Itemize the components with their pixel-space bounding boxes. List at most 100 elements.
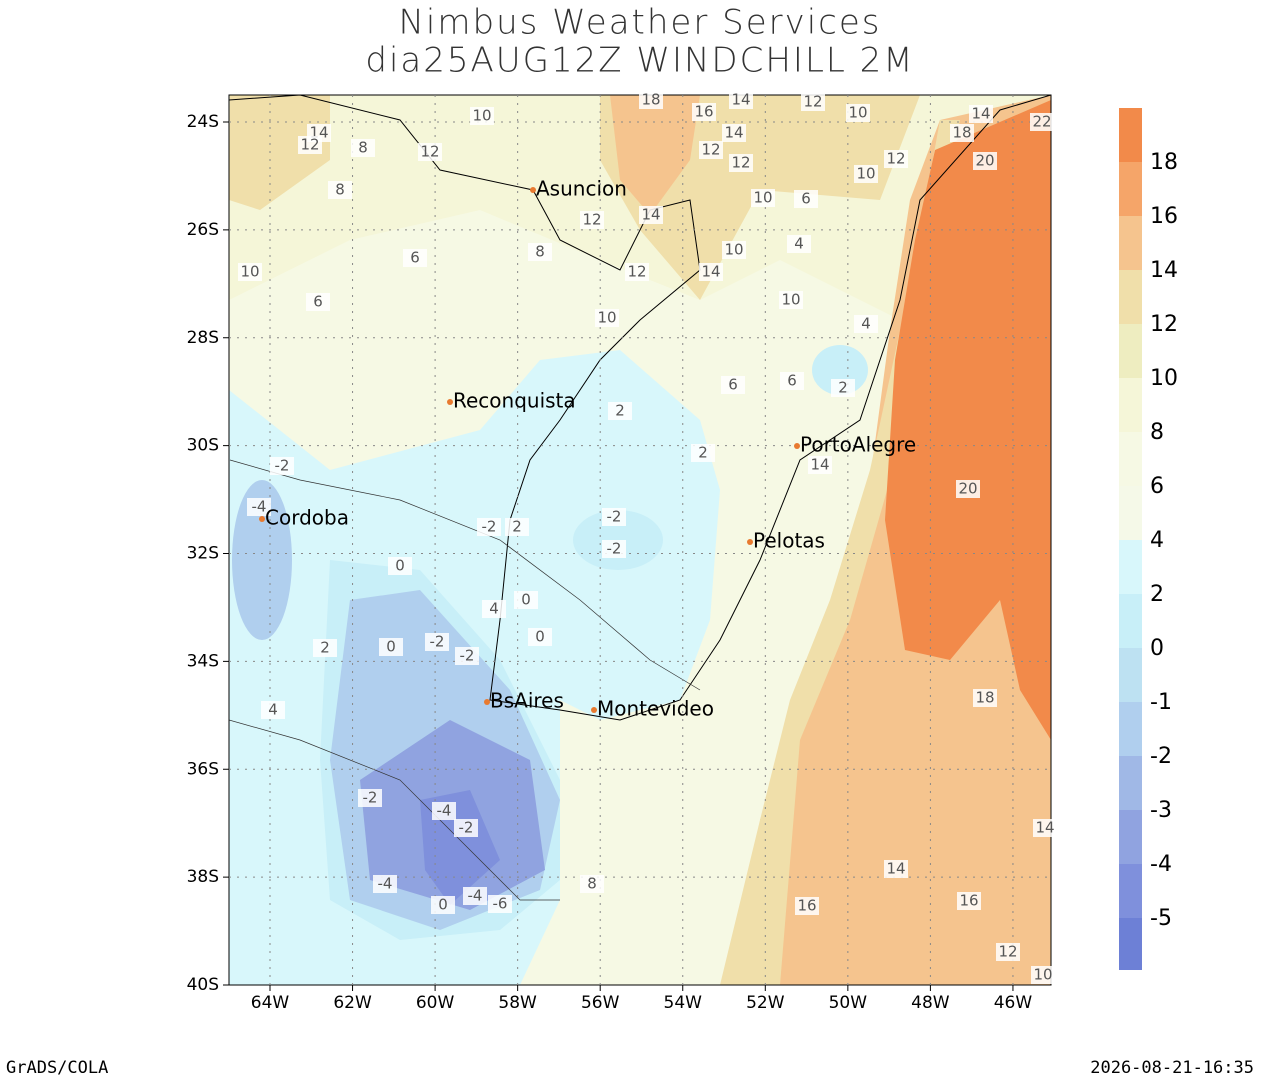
subtitle: dia25AUG12Z WINDCHILL 2M xyxy=(365,41,914,81)
footer-right: 2026-08-21-16:35 xyxy=(1090,1058,1254,1078)
contour-label: 12 xyxy=(886,150,905,168)
colorbar-swatch xyxy=(1119,162,1142,216)
lat-tick-label: 36S xyxy=(187,759,219,779)
contour-label-box xyxy=(514,591,538,609)
colorbar-swatch xyxy=(1119,324,1142,378)
contour-label-box xyxy=(831,379,855,397)
contour-label-box xyxy=(358,789,382,807)
contour-label: 2 xyxy=(512,518,522,536)
colorbar-label: 16 xyxy=(1150,204,1178,229)
contour-label: 14 xyxy=(731,91,750,109)
contour-label: 6 xyxy=(728,376,738,394)
colorbar-swatch xyxy=(1119,864,1142,918)
colorbar-label: 2 xyxy=(1150,582,1164,607)
city-marker xyxy=(747,539,753,545)
contour-label: -2 xyxy=(607,540,622,558)
contour-label: -2 xyxy=(482,518,497,536)
contour-label-box xyxy=(854,315,878,333)
lon-tick-label: 50W xyxy=(829,993,868,1013)
contour-label-box xyxy=(780,372,804,390)
contour-label-box xyxy=(801,93,825,111)
colorbar-label: 12 xyxy=(1150,312,1178,337)
lat-tick-label: 24S xyxy=(187,112,219,132)
contour-label-box xyxy=(787,235,811,253)
city-marker xyxy=(484,699,490,705)
colorbar-label: -5 xyxy=(1150,906,1172,931)
colorbar-swatch xyxy=(1119,108,1142,162)
contour-label-box xyxy=(639,206,663,224)
map-fill xyxy=(229,95,1051,985)
contour-label-box xyxy=(261,701,285,719)
contour-label: 8 xyxy=(358,139,368,157)
contour-label-box xyxy=(418,143,442,161)
footer-left: GrADS/COLA xyxy=(6,1058,108,1078)
contour-label-box xyxy=(846,104,870,122)
colorbar-swatch xyxy=(1119,486,1142,540)
city-marker xyxy=(259,516,265,522)
colorbar-label: -4 xyxy=(1150,852,1172,877)
contour-label: 4 xyxy=(268,701,278,719)
contour-label-box xyxy=(431,896,455,914)
colorbar-label: 8 xyxy=(1150,420,1164,445)
contour-label: 20 xyxy=(975,152,994,170)
city-label: Reconquista xyxy=(453,389,576,413)
contour-label: -2 xyxy=(363,789,378,807)
contour-label: 2 xyxy=(838,379,848,397)
contour-label-box xyxy=(1033,819,1057,837)
contour-label: -4 xyxy=(468,887,483,905)
colorbar-swatch xyxy=(1119,270,1142,324)
colorbar-label: -1 xyxy=(1150,690,1172,715)
contour-label-box xyxy=(884,860,908,878)
contour-label-box xyxy=(729,154,753,172)
contour-label: 10 xyxy=(781,291,800,309)
contour-label-box xyxy=(957,892,981,910)
contour-label: 18 xyxy=(952,124,971,142)
contour-label: 18 xyxy=(975,689,994,707)
city-label: Montevideo xyxy=(597,697,714,721)
contour-label: 0 xyxy=(395,557,405,575)
city-label: Cordoba xyxy=(265,506,349,530)
contour-label-box xyxy=(996,943,1020,961)
contour-label-box xyxy=(884,150,908,168)
contour-label: 14 xyxy=(810,456,829,474)
contour-label-box xyxy=(403,249,427,267)
contour-label: 14 xyxy=(971,105,990,123)
contour-label: 10 xyxy=(724,241,743,259)
contour-label-box xyxy=(794,190,818,208)
contour-label-box xyxy=(950,124,974,142)
colorbar-label: 6 xyxy=(1150,474,1164,499)
lon-tick-label: 60W xyxy=(416,993,455,1013)
contour-label: 0 xyxy=(521,591,531,609)
contour-label: -2 xyxy=(607,508,622,526)
contour-label: 8 xyxy=(535,243,545,261)
contour-label-box xyxy=(528,243,552,261)
lat-tick-label: 38S xyxy=(187,867,219,887)
contour-label: 10 xyxy=(753,189,772,207)
contour-label-box xyxy=(956,480,980,498)
colorbar-swatch xyxy=(1119,648,1142,702)
contour-label-box xyxy=(729,91,753,109)
contour-label-box xyxy=(488,895,512,913)
lon-tick-label: 48W xyxy=(911,993,950,1013)
contour-label: 0 xyxy=(535,628,545,646)
contour-label: -2 xyxy=(459,819,474,837)
contour-label: -2 xyxy=(275,457,290,475)
contour-label-box xyxy=(722,124,746,142)
contour-label-box xyxy=(973,152,997,170)
contour-label: 12 xyxy=(300,136,319,154)
contour-label-box xyxy=(306,293,330,311)
colorbar-label: 0 xyxy=(1150,636,1164,661)
contour-label-box xyxy=(625,263,649,281)
contour-label: 16 xyxy=(694,103,713,121)
colorbar-label: 14 xyxy=(1150,258,1178,283)
contour-label-box xyxy=(482,600,506,618)
colorbar-label: -3 xyxy=(1150,798,1172,823)
contour-label-box xyxy=(692,103,716,121)
contour-label: 18 xyxy=(641,91,660,109)
contour-label: 10 xyxy=(848,104,867,122)
lat-tick-label: 26S xyxy=(187,220,219,240)
contour-label-box xyxy=(351,139,375,157)
contour-label: 12 xyxy=(627,263,646,281)
city-marker xyxy=(530,187,536,193)
colorbar-swatch xyxy=(1119,702,1142,756)
